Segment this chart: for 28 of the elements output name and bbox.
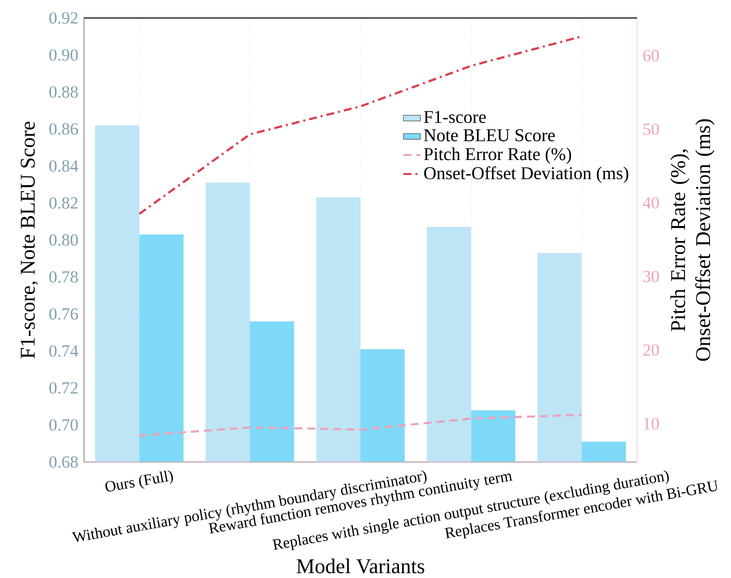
legend-label: Note BLEU Score — [424, 129, 555, 142]
y-tick-label: 0.74 — [49, 345, 78, 357]
y-tick-label: 0.78 — [49, 271, 78, 283]
y-tick-label: 0.76 — [49, 308, 78, 320]
legend-label: Onset-Offset Deviation (ms) — [424, 166, 628, 183]
line-series — [138, 414, 583, 437]
y-tick-label: 0.86 — [49, 123, 78, 135]
legend-label: F1-score — [424, 110, 486, 124]
y-tick-label: 0.84 — [49, 160, 78, 172]
y-tick-label: 0.80 — [49, 234, 78, 246]
x-tick-label: Ours (Full) — [105, 470, 173, 492]
y2-tick-label: 50 — [644, 123, 659, 135]
y2-tick-label: 40 — [642, 197, 659, 209]
y-tick-label: 0.72 — [49, 382, 78, 394]
x-axis-title: Model Variants — [296, 558, 424, 574]
y-tick-label: 0.82 — [49, 197, 78, 209]
y-tick-label: 0.68 — [49, 456, 78, 468]
y2-tick-label: 20 — [643, 344, 659, 356]
y-tick-label: 0.92 — [49, 12, 78, 24]
y-tick-label: 0.90 — [49, 49, 78, 61]
y-tick-label: 0.70 — [49, 419, 78, 431]
legend-label: Pitch Error Rate (%) — [424, 148, 572, 164]
y-axis-title: F1-score, Note BLEU Score — [20, 122, 38, 358]
y-tick-label: 0.88 — [49, 86, 78, 98]
y2-tick-label: 30 — [643, 270, 659, 282]
y2-axis-title: Pitch Error Rate (%), Onset-Offset Deviation (ms) — [670, 119, 714, 361]
y2-tick-label: 10 — [644, 418, 659, 430]
y2-tick-label: 60 — [643, 50, 659, 62]
